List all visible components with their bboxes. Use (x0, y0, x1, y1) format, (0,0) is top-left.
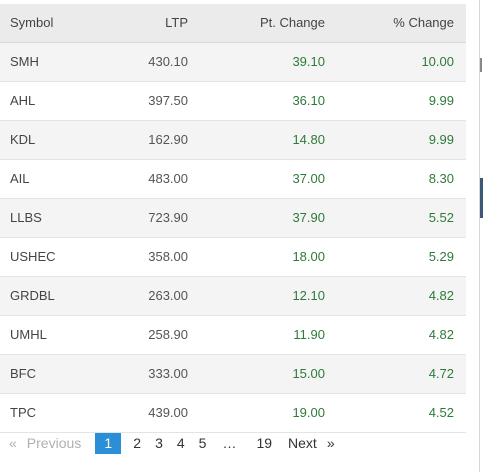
cell-symbol: TPC (10, 405, 36, 420)
pagination-ellipsis: … (222, 435, 237, 451)
cell-pct-change: 4.82 (428, 327, 454, 342)
cell-symbol: LLBS (10, 210, 42, 225)
header-pct-change[interactable]: % Change (327, 4, 466, 43)
table-row[interactable]: SMH 430.10 39.10 10.00 (0, 42, 466, 81)
table-row[interactable]: TPC 439.00 19.00 4.52 (0, 393, 466, 432)
cell-pct-change: 4.52 (428, 405, 454, 420)
double-right-arrow-icon: » (326, 435, 335, 451)
cell-pct-change: 4.82 (428, 288, 454, 303)
cell-symbol: GRDBL (10, 288, 55, 303)
table-row[interactable]: BFC 333.00 15.00 4.72 (0, 354, 466, 393)
edge-divider-mark (480, 58, 482, 72)
cell-ltp: 439.00 (148, 405, 188, 420)
cell-pct-change: 9.99 (428, 132, 454, 147)
previous-page-button: « Previous (9, 435, 81, 451)
cell-ltp: 483.00 (148, 171, 188, 186)
cell-pt-change: 11.90 (293, 327, 325, 342)
cell-symbol: KDL (10, 132, 36, 147)
cell-pt-change: 19.00 (292, 405, 325, 420)
table-row[interactable]: KDL 162.90 14.80 9.99 (0, 120, 466, 159)
cell-ltp: 430.10 (148, 54, 188, 69)
page-4-button[interactable]: 4 (176, 435, 185, 451)
top-gainers-table: Symbol LTP Pt. Change % Change SMH 430.1… (0, 4, 466, 433)
cell-ltp: 397.50 (148, 93, 188, 108)
cell-ltp: 333.00 (148, 366, 188, 381)
table-row[interactable]: GRDBL 263.00 12.10 4.82 (0, 276, 466, 315)
header-symbol[interactable]: Symbol (0, 4, 70, 43)
cell-pct-change: 5.29 (428, 249, 454, 264)
cell-pt-change: 12.10 (292, 288, 325, 303)
cell-symbol: USHEC (10, 249, 56, 264)
cell-ltp: 723.90 (148, 210, 188, 225)
cell-pt-change: 15.00 (292, 366, 325, 381)
cell-pt-change: 37.90 (292, 210, 325, 225)
table-row[interactable]: AIL 483.00 37.00 8.30 (0, 159, 466, 198)
page-19-button[interactable]: 19 (256, 435, 273, 451)
cell-symbol: SMH (10, 54, 39, 69)
cell-ltp: 162.90 (148, 132, 188, 147)
cell-pt-change: 37.00 (292, 171, 325, 186)
cell-pt-change: 39.10 (292, 54, 325, 69)
cell-pt-change: 14.80 (292, 132, 325, 147)
adjacent-panel-edge (479, 0, 484, 472)
cell-symbol: AIL (10, 171, 30, 186)
cell-pct-change: 10.00 (421, 54, 454, 69)
table-body: SMH 430.10 39.10 10.00 AHL 397.50 36.10 … (0, 42, 466, 432)
header-ltp[interactable]: LTP (70, 4, 190, 43)
cell-symbol: AHL (10, 93, 36, 108)
cell-pct-change: 5.52 (428, 210, 454, 225)
double-left-arrow-icon: « (9, 435, 17, 451)
page-2-button[interactable]: 2 (133, 435, 142, 451)
next-page-button[interactable]: Next » (288, 435, 335, 451)
cell-pt-change: 18.00 (292, 249, 325, 264)
page-3-button[interactable]: 3 (155, 435, 163, 451)
cell-pct-change: 9.99 (428, 93, 454, 108)
cell-ltp: 258.90 (148, 327, 188, 342)
cell-pct-change: 8.30 (428, 171, 454, 186)
previous-label: Previous (26, 435, 82, 451)
table-row[interactable]: USHEC 358.00 18.00 5.29 (0, 237, 466, 276)
cell-symbol: BFC (10, 366, 36, 381)
page-1-button-current[interactable]: 1 (95, 432, 122, 454)
table-header-row: Symbol LTP Pt. Change % Change (0, 4, 466, 43)
cell-ltp: 358.00 (148, 249, 188, 264)
next-label: Next (288, 435, 317, 451)
cell-pct-change: 4.72 (428, 366, 454, 381)
cell-ltp: 263.00 (148, 288, 188, 303)
table-row[interactable]: LLBS 723.90 37.90 5.52 (0, 198, 466, 237)
cell-symbol: UMHL (10, 327, 47, 342)
edge-accent-mark (480, 178, 483, 218)
table-row[interactable]: UMHL 258.90 11.90 4.82 (0, 315, 466, 354)
table-row[interactable]: AHL 397.50 36.10 9.99 (0, 81, 466, 120)
page-5-button[interactable]: 5 (198, 435, 207, 451)
pagination: « Previous 1 2 3 4 5 … 19 Next » (0, 432, 470, 454)
header-pt-change[interactable]: Pt. Change (190, 4, 327, 43)
cell-pt-change: 36.10 (292, 93, 325, 108)
